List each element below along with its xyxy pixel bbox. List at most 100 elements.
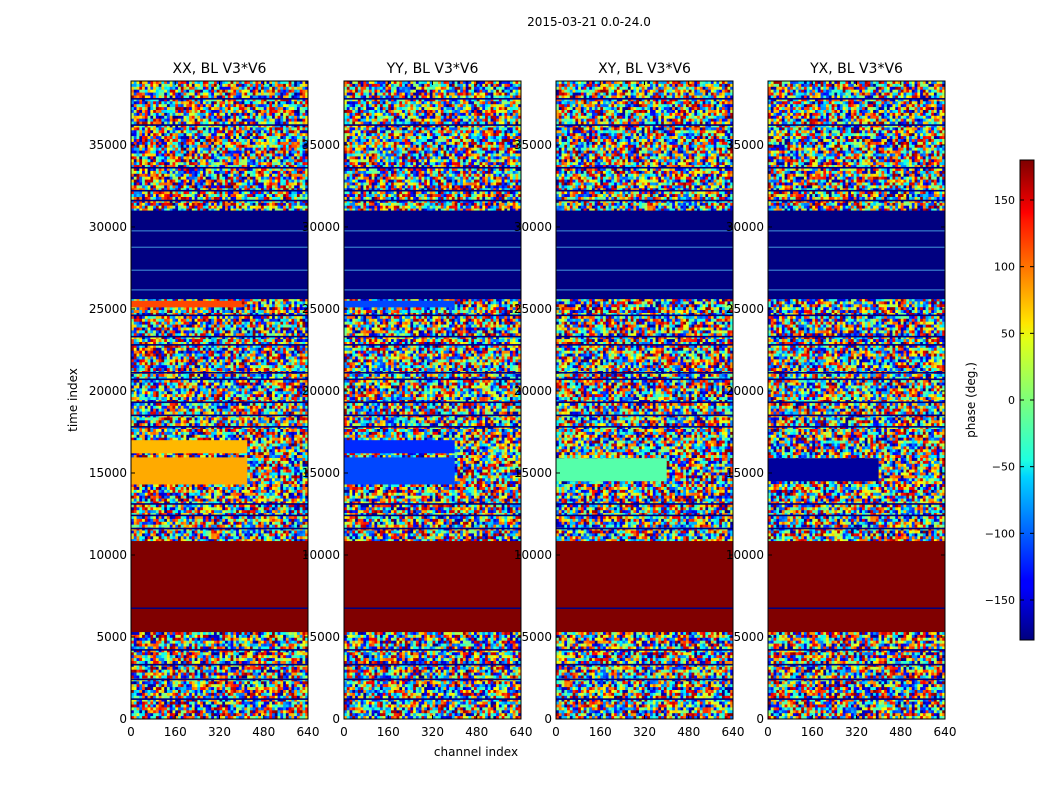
colorbar-label: phase (deg.) — [964, 362, 978, 438]
band-stripe — [344, 246, 521, 248]
phase-band — [131, 541, 308, 633]
phase-band — [556, 541, 733, 633]
flag-line — [556, 378, 733, 381]
band-stripe — [556, 269, 733, 271]
y-tick-label: 20000 — [726, 384, 764, 398]
flag-line — [344, 124, 521, 126]
y-tick-label: 25000 — [89, 302, 127, 316]
flag-line — [344, 514, 521, 517]
panel-title: XX, BL V3*V6 — [173, 61, 267, 77]
colorbar-tick-label: −150 — [985, 594, 1015, 607]
x-tick-label: 320 — [633, 725, 656, 739]
flag-line — [131, 426, 308, 428]
colorbar-tick-label: −50 — [992, 461, 1015, 474]
y-tick-label: 0 — [544, 712, 552, 726]
x-tick-label: 160 — [589, 725, 612, 739]
y-tick-label: 30000 — [514, 220, 552, 234]
flag-line — [556, 426, 733, 428]
phase-band — [344, 541, 521, 633]
colorbar-tick-label: 100 — [994, 261, 1015, 274]
flag-line — [131, 698, 308, 700]
flag-line — [131, 649, 308, 651]
panel-heatmap — [556, 81, 733, 719]
x-tick-label: 160 — [801, 725, 824, 739]
flag-line — [131, 189, 308, 192]
phase-band — [768, 458, 879, 482]
panel-heatmap — [131, 81, 308, 719]
y-tick-label: 30000 — [302, 220, 340, 234]
y-tick-label: 15000 — [726, 466, 764, 480]
flag-line — [556, 401, 733, 404]
panel-title: YY, BL V3*V6 — [386, 61, 479, 77]
band-stripe — [768, 230, 945, 232]
phase-band — [344, 300, 455, 308]
flag-line — [131, 663, 308, 666]
x-tick-label: 320 — [845, 725, 868, 739]
flag-line — [768, 514, 945, 517]
flag-line — [131, 98, 308, 100]
x-tick-label: 320 — [421, 725, 444, 739]
flag-line — [556, 344, 733, 346]
y-tick-label: 0 — [119, 712, 127, 726]
flag-line — [131, 335, 308, 338]
flag-line — [768, 414, 945, 417]
colorbar-tick-label: −100 — [985, 527, 1015, 540]
flag-line — [344, 426, 521, 428]
phase-band — [344, 457, 455, 485]
y-tick-label: 30000 — [726, 220, 764, 234]
flag-line — [768, 663, 945, 666]
y-tick-label: 15000 — [514, 466, 552, 480]
phase-band — [556, 210, 733, 300]
y-tick-label: 35000 — [89, 138, 127, 152]
flag-line — [556, 678, 733, 681]
x-tick-label: 160 — [164, 725, 187, 739]
y-tick-label: 25000 — [302, 302, 340, 316]
colorbar-ticks: 150 100 50 0 −50 −100 −150 — [985, 194, 1034, 607]
flag-line — [556, 663, 733, 666]
flag-line — [768, 649, 945, 651]
band-stripe — [768, 246, 945, 248]
flag-line — [131, 401, 308, 404]
x-tick-label: 0 — [552, 725, 560, 739]
band-stripe — [768, 607, 945, 609]
flag-line — [556, 98, 733, 100]
flag-line — [344, 189, 521, 192]
flag-line — [344, 344, 521, 346]
flag-line — [768, 189, 945, 192]
y-tick-label: 15000 — [89, 466, 127, 480]
flag-line — [131, 199, 308, 202]
flag-line — [768, 401, 945, 404]
phase-band — [768, 541, 945, 633]
phase-band — [768, 210, 945, 300]
flag-line — [131, 371, 308, 374]
y-tick-label: 0 — [332, 712, 340, 726]
y-tick-label: 30000 — [89, 220, 127, 234]
y-tick-label: 35000 — [726, 138, 764, 152]
flag-line — [344, 401, 521, 404]
flag-line — [768, 166, 945, 169]
y-tick-label: 25000 — [726, 302, 764, 316]
flag-line — [556, 414, 733, 417]
flag-line — [556, 514, 733, 517]
flag-line — [344, 314, 521, 317]
band-stripe — [344, 289, 521, 291]
panel-3: XY, BL V3*V6 0 160 320 480 640 0 5000 10000 15000… — [514, 61, 745, 739]
flag-line — [344, 503, 521, 505]
panel-heatmap — [768, 81, 945, 719]
band-stripe — [131, 246, 308, 248]
flag-line — [556, 314, 733, 317]
x-tick-label: 320 — [208, 725, 231, 739]
flag-line — [131, 166, 308, 169]
x-tick-label: 160 — [377, 725, 400, 739]
y-tick-label: 35000 — [514, 138, 552, 152]
flag-line — [768, 678, 945, 681]
x-tick-label: 480 — [252, 725, 275, 739]
panel-title: XY, BL V3*V6 — [598, 61, 691, 77]
flag-line — [556, 199, 733, 202]
x-tick-label: 0 — [127, 725, 135, 739]
panel-title: YX, BL V3*V6 — [809, 61, 903, 77]
flag-line — [344, 371, 521, 374]
colorbar-tick-label: 150 — [994, 194, 1015, 207]
flag-line — [344, 698, 521, 700]
phase-band — [131, 457, 248, 485]
